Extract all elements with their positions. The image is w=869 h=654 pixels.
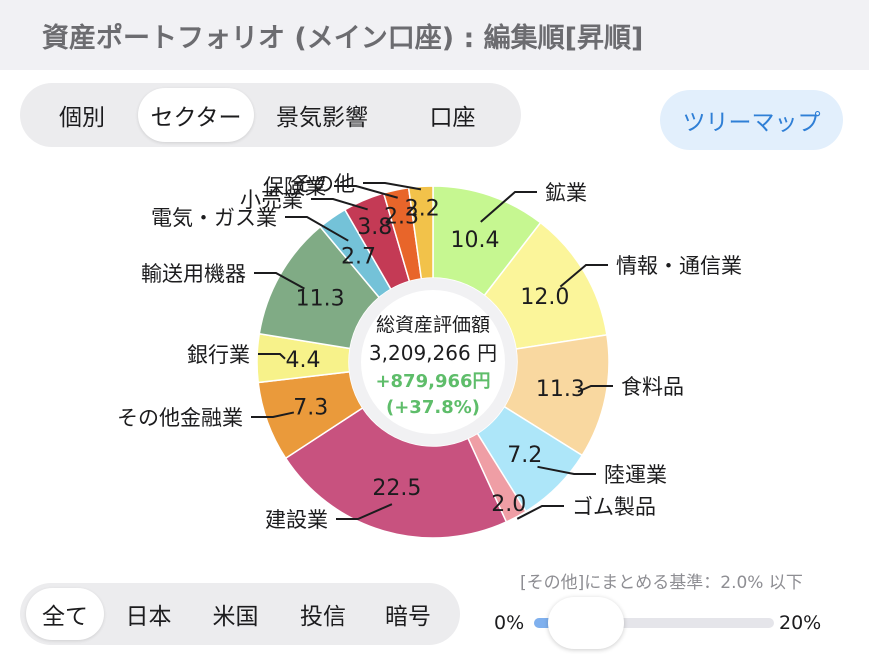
filter-all[interactable]: 全て: [26, 588, 104, 640]
center-gain-percent: (+37.8%): [386, 397, 480, 418]
page-title: 資産ポートフォリオ (メイン口座) : 編集順[昇順]: [42, 22, 644, 54]
slice-value-label: 2.3: [384, 204, 419, 229]
slice-value-label: 22.5: [372, 476, 421, 501]
center-total-value: 3,209,266 円: [369, 341, 497, 365]
slice-category-label: 小売業: [240, 188, 303, 212]
slice-leader-line: [577, 385, 613, 393]
threshold-slider-track[interactable]: [534, 618, 774, 628]
slice-category-label: 保険業: [263, 175, 326, 199]
slice-leader-line: [254, 272, 305, 290]
slice-category-label: 銀行業: [187, 343, 250, 367]
slice-category-label: 食料品: [621, 375, 684, 399]
slice-value-label: 2.0: [491, 492, 526, 517]
slice-category-label: 鉱業: [545, 181, 587, 205]
filter-japan[interactable]: 日本: [125, 604, 172, 630]
filter-us[interactable]: 米国: [212, 604, 259, 630]
slice-category-label: その他: [292, 172, 355, 196]
slice-category-label: 陸運業: [604, 463, 667, 487]
threshold-slider-thumb[interactable]: [548, 597, 624, 649]
view-segment: 個別 セクター 景気影響 口座: [20, 83, 521, 147]
slice-value-label: 3.8: [357, 215, 392, 240]
slice-value-label: 11.3: [296, 287, 345, 312]
slice-category-label: その他金融業: [117, 406, 243, 430]
slice-leader-line: [258, 353, 286, 360]
center-gain-amount: +879,966円: [375, 371, 490, 392]
treemap-button[interactable]: ツリーマップ: [660, 90, 843, 150]
slice-category-label: 電気・ガス業: [151, 206, 277, 230]
slice-leader-line: [336, 503, 393, 520]
tab-individual[interactable]: 個別: [59, 105, 105, 131]
slice-leader-line: [251, 411, 295, 418]
filter-funds[interactable]: 投信: [300, 604, 346, 630]
slice-leader-line: [480, 191, 537, 223]
slice-value-label: 7.3: [293, 395, 328, 420]
slice-value-label: 7.2: [507, 443, 542, 468]
slice-value-label: 12.0: [520, 285, 569, 310]
slice-value-label: 11.3: [536, 377, 585, 402]
slider-min-label: 0%: [494, 612, 525, 634]
slider-max-label: 20%: [779, 612, 822, 634]
slice-value-label: 10.4: [450, 228, 499, 253]
tab-sector[interactable]: セクター: [138, 88, 254, 142]
other-threshold-label: [その他]にまとめる基準：2.0% 以下: [520, 573, 803, 593]
slice-leader-line: [311, 198, 368, 211]
slice-value-label: 2.2: [405, 196, 440, 221]
slice-leader-line: [559, 264, 608, 288]
slice-category-label: 輸送用機器: [141, 262, 246, 286]
slice-category-label: 建設業: [265, 508, 328, 532]
slice-category-label: ゴム製品: [572, 495, 656, 519]
donut-hole: [361, 290, 505, 434]
header: 資産ポートフォリオ (メイン口座) : 編集順[昇順]: [0, 0, 869, 70]
center-total-label: 総資産評価額: [376, 314, 490, 336]
tab-account[interactable]: 口座: [429, 105, 476, 131]
slice-leader-line: [334, 185, 398, 199]
slice-category-label: 情報・通信業: [616, 254, 742, 278]
threshold-slider-fill: [534, 618, 558, 628]
slice-leader-line: [537, 465, 596, 475]
market-filter-segment: 全て 日本 米国 投信 暗号: [20, 583, 460, 645]
filter-crypto[interactable]: 暗号: [385, 604, 431, 630]
slice-value-label: 2.7: [341, 244, 376, 269]
slice-leader-line: [285, 216, 349, 242]
slice-leader-line: [516, 505, 564, 520]
tab-economic-impact[interactable]: 景気影響: [276, 105, 368, 131]
slice-value-label: 4.4: [286, 348, 321, 373]
slice-leader-line: [363, 182, 422, 191]
